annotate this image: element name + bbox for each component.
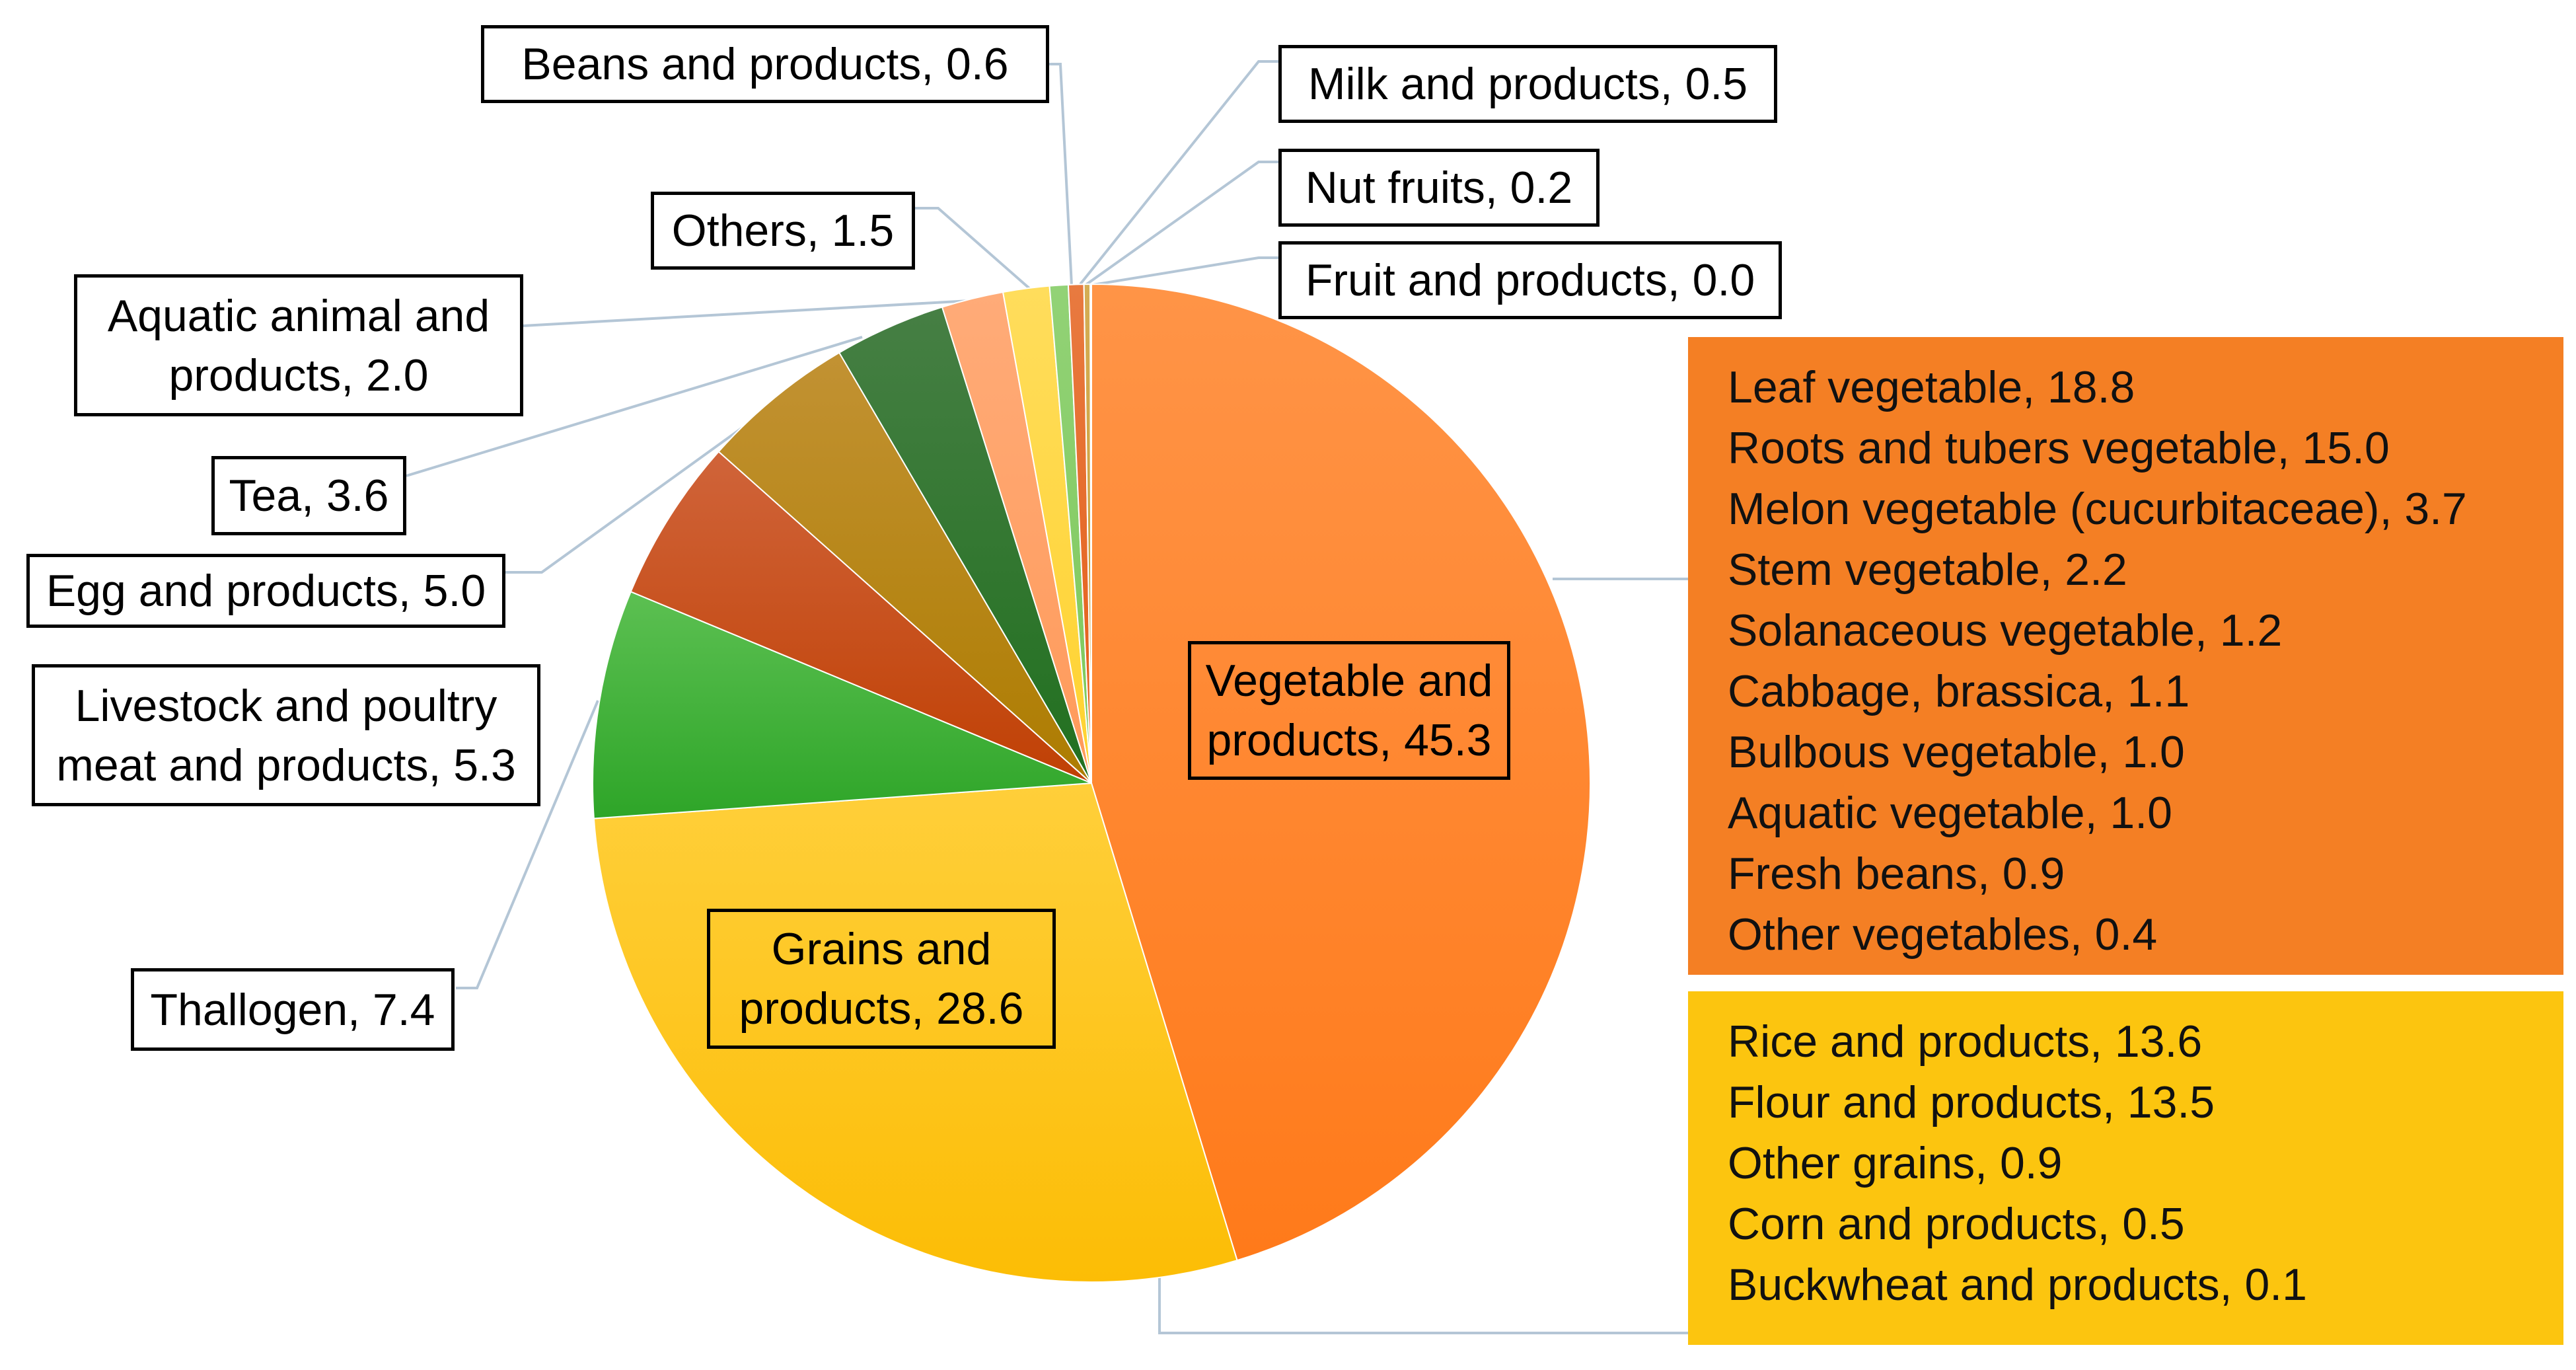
leader-line xyxy=(406,336,863,477)
grain-breakdown-item: Flour and products, 13.5 xyxy=(1728,1077,2215,1127)
leader-line xyxy=(456,700,599,989)
vegetable-breakdown-item: Fresh beans, 0.9 xyxy=(1728,849,2065,899)
leader-line xyxy=(505,402,778,574)
vegetable-breakdown-item: Cabbage, brassica, 1.1 xyxy=(1728,666,2190,716)
label-nut: Nut fruits, 0.2 xyxy=(1278,149,1600,227)
label-vegetable: Vegetable and products, 45.3 xyxy=(1188,641,1510,780)
grain-breakdown-box: Rice and products, 13.6 Flour and produc… xyxy=(1688,991,2563,1345)
pie-slice-vegetable-and-products xyxy=(1091,283,1592,1262)
vegetable-breakdown-item: Bulbous vegetable, 1.0 xyxy=(1728,727,2185,777)
vegetable-breakdown-item: Melon vegetable (cucurbitaceae), 3.7 xyxy=(1728,484,2467,534)
leader-lines xyxy=(406,60,1688,1334)
vegetable-breakdown-item: Aquatic vegetable, 1.0 xyxy=(1728,788,2172,838)
label-beans: Beans and products, 0.6 xyxy=(481,25,1049,103)
label-fruit: Fruit and products, 0.0 xyxy=(1278,241,1782,319)
label-others: Others, 1.5 xyxy=(651,192,915,270)
vegetable-breakdown-item: Stem vegetable, 2.2 xyxy=(1728,545,2127,595)
pie-slice-grains-and-products xyxy=(593,782,1238,1283)
leader-line xyxy=(1158,1266,1688,1334)
grain-breakdown-item: Buckwheat and products, 0.1 xyxy=(1728,1260,2307,1310)
label-livestock: Livestock and poultry meat and products,… xyxy=(32,664,540,806)
pie-slice-livestock-and-poultry-meat-and-products xyxy=(630,450,1092,784)
pie-slices xyxy=(592,283,1592,1283)
pie-slice-egg-and-products xyxy=(718,352,1092,784)
pie-slice-thallogen xyxy=(592,590,1092,819)
label-aquatic: Aquatic animal and products, 2.0 xyxy=(74,274,523,416)
leader-line xyxy=(1049,63,1073,286)
grain-breakdown-item: Rice and products, 13.6 xyxy=(1728,1016,2203,1067)
leader-line xyxy=(1079,60,1278,285)
grain-breakdown-item: Corn and products, 0.5 xyxy=(1728,1199,2185,1249)
vegetable-breakdown-item: Other vegetables, 0.4 xyxy=(1728,909,2158,960)
vegetable-breakdown-item: Roots and tubers vegetable, 15.0 xyxy=(1728,423,2390,473)
leader-line xyxy=(915,207,1032,291)
vegetable-breakdown-item: Leaf vegetable, 18.8 xyxy=(1728,362,2135,412)
label-tea: Tea, 3.6 xyxy=(211,456,406,535)
label-thallogen: Thallogen, 7.4 xyxy=(131,968,455,1051)
label-egg: Egg and products, 5.0 xyxy=(26,554,505,628)
leader-line xyxy=(1088,256,1278,287)
pie-slice-fruit-and-products xyxy=(1089,283,1092,784)
label-milk: Milk and products, 0.5 xyxy=(1278,45,1777,123)
leader-line xyxy=(523,299,971,327)
vegetable-breakdown-box: Leaf vegetable, 18.8 Roots and tubers ve… xyxy=(1688,337,2563,975)
label-grains: Grains and products, 28.6 xyxy=(707,909,1056,1049)
leader-line xyxy=(1084,161,1278,287)
grain-breakdown-item: Other grains, 0.9 xyxy=(1728,1138,2063,1188)
vegetable-breakdown-item: Solanaceous vegetable, 1.2 xyxy=(1728,605,2283,656)
